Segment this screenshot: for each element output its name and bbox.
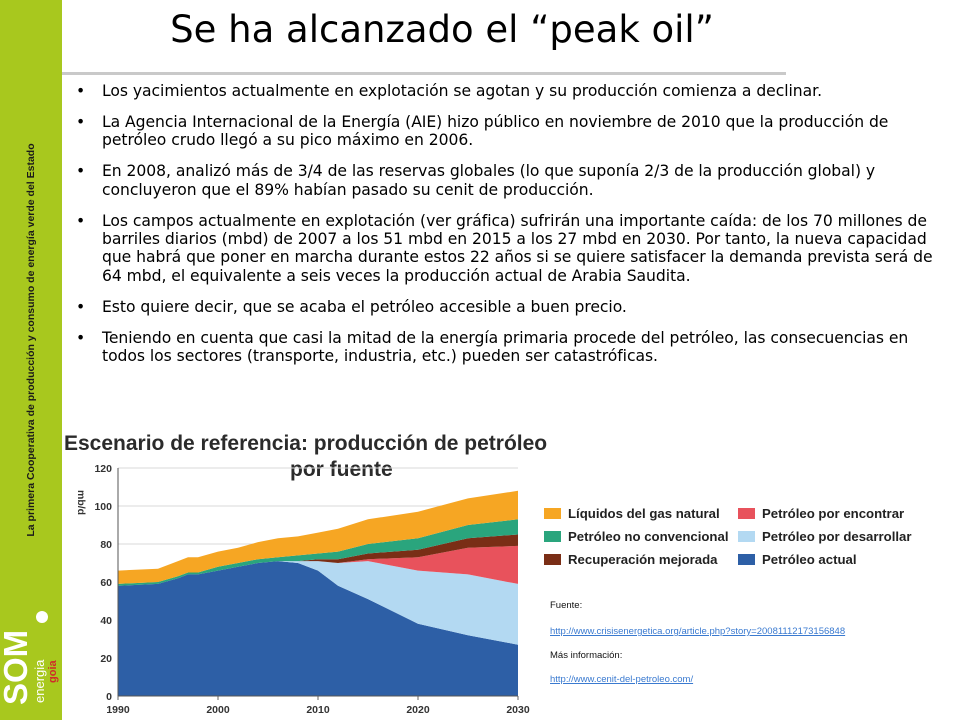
bullet-dot-icon: • bbox=[76, 211, 86, 230]
legend-label: Petróleo no convencional bbox=[568, 529, 729, 544]
legend-item-no-convencional: Petróleo no convencional bbox=[544, 529, 728, 544]
legend-swatch bbox=[738, 531, 755, 542]
y-tick-label-40: 40 bbox=[100, 615, 112, 627]
bullet-dot-icon: • bbox=[76, 297, 86, 316]
area-series-5 bbox=[118, 490, 518, 584]
x-tick-label-2030: 2030 bbox=[506, 704, 530, 716]
legend-swatch bbox=[738, 508, 755, 519]
page-title: Se ha alcanzado el “peak oil” bbox=[170, 8, 714, 51]
bullet-list: • Los yacimientos actualmente en explotac… bbox=[76, 82, 956, 378]
chart-title-line1: Escenario de referencia: producción de p… bbox=[64, 432, 548, 455]
logo-sun-icon bbox=[36, 611, 48, 623]
bullet-item: • Los yacimientos actualmente en explotac… bbox=[76, 82, 956, 100]
y-tick-label-0: 0 bbox=[106, 691, 112, 703]
more-info-link-wrap: http://www.cenit-del-petroleo.com/ bbox=[550, 674, 693, 685]
x-tick-label-1990: 1990 bbox=[106, 704, 130, 716]
legend-item-por-encontrar: Petróleo por encontrar bbox=[738, 506, 904, 521]
chart: Escenario de referencia: producción de p… bbox=[64, 428, 944, 720]
y-tick-label-100: 100 bbox=[94, 501, 112, 513]
bullet-dot-icon: • bbox=[76, 112, 86, 131]
svg-text:goia: goia bbox=[47, 660, 59, 683]
legend-swatch bbox=[738, 554, 755, 565]
legend-item-recuperacion: Recuperación mejorada bbox=[544, 552, 718, 567]
legend-label: Petróleo actual bbox=[762, 552, 857, 567]
y-tick-label-20: 20 bbox=[100, 653, 112, 665]
x-tick-label-2010: 2010 bbox=[306, 704, 330, 716]
area-series-0 bbox=[118, 561, 518, 696]
chart-title-line2: por fuente bbox=[290, 458, 393, 481]
more-info-label: Más información: bbox=[550, 650, 623, 661]
svg-text:SOM: SOM bbox=[0, 630, 34, 705]
bullet-dot-icon: • bbox=[76, 328, 86, 347]
legend-item-por-desarrollar: Petróleo por desarrollar bbox=[738, 529, 912, 544]
source-label: Fuente: bbox=[550, 600, 583, 611]
y-axis-label: mb/d bbox=[75, 490, 87, 515]
bullet-dot-icon: • bbox=[76, 162, 86, 181]
sidebar: La primera Cooperativa de producción y c… bbox=[0, 0, 62, 720]
y-tick-label-80: 80 bbox=[100, 539, 112, 551]
legend-label: Recuperación mejorada bbox=[568, 552, 718, 567]
title-underline bbox=[62, 72, 786, 75]
legend-swatch bbox=[544, 508, 561, 519]
legend-item-liquidos: Líquidos del gas natural bbox=[544, 506, 720, 521]
bullet-text: Los campos actualmente en explotación (v… bbox=[102, 211, 933, 285]
area-series-4 bbox=[118, 519, 518, 586]
bullet-dot-icon: • bbox=[76, 82, 86, 100]
source-link[interactable]: http://www.crisisenergetica.org/article.… bbox=[550, 626, 846, 637]
legend-label: Petróleo por desarrollar bbox=[762, 529, 912, 544]
bullet-item: • Los campos actualmente en explotación (… bbox=[76, 212, 956, 286]
bullet-text: En 2008, analizó más de 3/4 de las reser… bbox=[102, 162, 876, 199]
som-energia-logo: SOM energia goia bbox=[0, 611, 59, 705]
bullet-text: Teniendo en cuenta que casi la mitad de … bbox=[102, 328, 909, 365]
sidebar-vertical-text: La primera Cooperativa de producción y c… bbox=[25, 143, 37, 537]
area-series-1 bbox=[118, 561, 518, 645]
svg-text:energia: energia bbox=[32, 659, 47, 703]
y-tick-label-120: 120 bbox=[94, 463, 112, 475]
legend-label: Líquidos del gas natural bbox=[568, 506, 720, 521]
chart-plot: 0 20 40 60 80 100 120 1990 2000 2010 2020 2030 mb/d bbox=[75, 463, 530, 716]
legend-swatch bbox=[544, 531, 561, 542]
bullet-text: Esto quiere decir, que se acaba el petró… bbox=[102, 297, 627, 316]
source-link-wrap: http://www.crisisenergetica.org/article.… bbox=[550, 626, 845, 637]
x-tick-label-2000: 2000 bbox=[206, 704, 230, 716]
bullet-item: • Esto quiere decir, que se acaba el petr… bbox=[76, 298, 956, 316]
legend-swatch bbox=[544, 554, 561, 565]
more-info-link[interactable]: http://www.cenit-del-petroleo.com/ bbox=[550, 674, 694, 685]
area-series-3 bbox=[118, 534, 518, 586]
y-tick-label-60: 60 bbox=[100, 577, 112, 589]
x-tick-label-2020: 2020 bbox=[406, 704, 430, 716]
legend-label: Petróleo por encontrar bbox=[762, 506, 905, 521]
bullet-item: • La Agencia Internacional de la Energía … bbox=[76, 113, 956, 150]
bullet-text: La Agencia Internacional de la Energía (… bbox=[102, 112, 889, 150]
area-series-2 bbox=[118, 545, 518, 586]
bullet-item: • Teniendo en cuenta que casi la mitad de… bbox=[76, 329, 956, 366]
bullet-item: • En 2008, analizó más de 3/4 de las rese… bbox=[76, 162, 956, 199]
bullet-text: Los yacimientos actualmente en explotaci… bbox=[102, 82, 822, 100]
legend-item-actual: Petróleo actual bbox=[738, 552, 857, 567]
